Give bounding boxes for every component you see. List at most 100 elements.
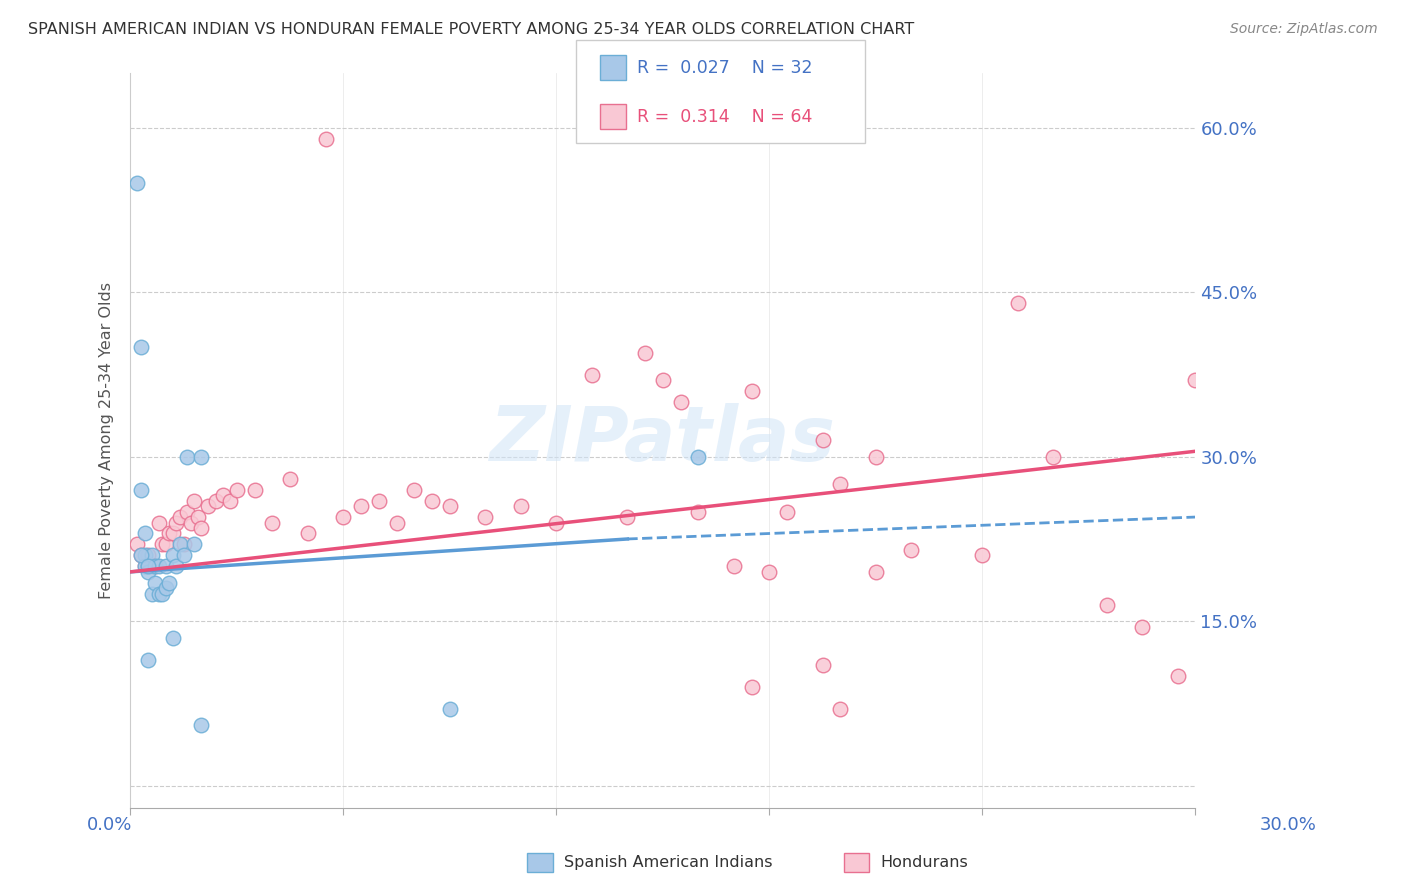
Point bbox=[741, 384, 763, 398]
Point bbox=[1184, 373, 1206, 387]
Point bbox=[180, 516, 202, 530]
Point bbox=[1042, 450, 1064, 464]
Point bbox=[332, 510, 354, 524]
Point bbox=[243, 483, 266, 497]
Point bbox=[176, 450, 198, 464]
Point bbox=[190, 450, 212, 464]
Point bbox=[155, 559, 177, 574]
Point bbox=[162, 549, 184, 563]
Point bbox=[830, 702, 852, 716]
Point bbox=[616, 510, 638, 524]
Point bbox=[187, 510, 209, 524]
Point bbox=[169, 537, 191, 551]
Point bbox=[141, 587, 163, 601]
Point bbox=[136, 559, 159, 574]
Point bbox=[1130, 620, 1153, 634]
Point bbox=[367, 493, 389, 508]
Point bbox=[127, 176, 149, 190]
Point bbox=[1167, 669, 1189, 683]
Point bbox=[197, 499, 219, 513]
Text: 0.0%: 0.0% bbox=[87, 816, 132, 834]
Point bbox=[134, 559, 156, 574]
Point bbox=[811, 434, 834, 448]
Point bbox=[190, 521, 212, 535]
Point bbox=[157, 526, 180, 541]
Text: ZIPatlas: ZIPatlas bbox=[489, 403, 837, 477]
Point bbox=[634, 345, 657, 359]
Point bbox=[136, 652, 159, 666]
Point bbox=[865, 450, 887, 464]
Point bbox=[173, 549, 195, 563]
Point bbox=[218, 493, 240, 508]
Point bbox=[129, 549, 152, 563]
Point bbox=[166, 516, 188, 530]
Point bbox=[1095, 598, 1118, 612]
Point bbox=[155, 582, 177, 596]
Point bbox=[141, 549, 163, 563]
Point bbox=[150, 587, 173, 601]
Point bbox=[190, 718, 212, 732]
Text: Source: ZipAtlas.com: Source: ZipAtlas.com bbox=[1230, 22, 1378, 37]
Point bbox=[225, 483, 247, 497]
Point bbox=[315, 132, 337, 146]
Point bbox=[758, 565, 780, 579]
Point bbox=[169, 510, 191, 524]
Point bbox=[404, 483, 426, 497]
Text: 30.0%: 30.0% bbox=[1260, 816, 1316, 834]
Point bbox=[143, 559, 166, 574]
Point bbox=[148, 587, 170, 601]
Point bbox=[183, 493, 205, 508]
Point bbox=[162, 526, 184, 541]
Point bbox=[150, 537, 173, 551]
Point bbox=[776, 505, 799, 519]
Point bbox=[439, 702, 461, 716]
Point bbox=[143, 559, 166, 574]
Point bbox=[865, 565, 887, 579]
Point bbox=[741, 680, 763, 694]
Point bbox=[830, 477, 852, 491]
Point bbox=[811, 658, 834, 673]
Point bbox=[474, 510, 496, 524]
Point bbox=[262, 516, 284, 530]
Point bbox=[141, 559, 163, 574]
Text: SPANISH AMERICAN INDIAN VS HONDURAN FEMALE POVERTY AMONG 25-34 YEAR OLDS CORRELA: SPANISH AMERICAN INDIAN VS HONDURAN FEMA… bbox=[28, 22, 914, 37]
Point bbox=[148, 559, 170, 574]
Point bbox=[148, 516, 170, 530]
Point bbox=[162, 631, 184, 645]
Point bbox=[129, 483, 152, 497]
Point bbox=[143, 575, 166, 590]
Point bbox=[129, 549, 152, 563]
Point bbox=[211, 488, 233, 502]
Point bbox=[723, 559, 745, 574]
Y-axis label: Female Poverty Among 25-34 Year Olds: Female Poverty Among 25-34 Year Olds bbox=[100, 282, 114, 599]
Point bbox=[157, 575, 180, 590]
Point bbox=[204, 493, 226, 508]
Point bbox=[134, 549, 156, 563]
Point bbox=[134, 559, 156, 574]
Text: R =  0.027    N = 32: R = 0.027 N = 32 bbox=[637, 59, 813, 77]
Point bbox=[127, 537, 149, 551]
Text: R =  0.314    N = 64: R = 0.314 N = 64 bbox=[637, 108, 813, 126]
Point bbox=[183, 537, 205, 551]
Point bbox=[546, 516, 568, 530]
Point bbox=[136, 565, 159, 579]
Point bbox=[439, 499, 461, 513]
Point bbox=[278, 472, 301, 486]
Point bbox=[297, 526, 319, 541]
Point bbox=[155, 537, 177, 551]
Point bbox=[134, 526, 156, 541]
Point bbox=[1007, 296, 1029, 310]
Point bbox=[420, 493, 443, 508]
Point bbox=[166, 559, 188, 574]
Point bbox=[385, 516, 408, 530]
Point bbox=[972, 549, 994, 563]
Point bbox=[136, 559, 159, 574]
Point bbox=[136, 549, 159, 563]
Point bbox=[688, 505, 710, 519]
Point bbox=[581, 368, 603, 382]
Text: Hondurans: Hondurans bbox=[880, 855, 967, 870]
Point bbox=[129, 340, 152, 354]
Point bbox=[651, 373, 673, 387]
Point bbox=[176, 505, 198, 519]
Point bbox=[350, 499, 373, 513]
